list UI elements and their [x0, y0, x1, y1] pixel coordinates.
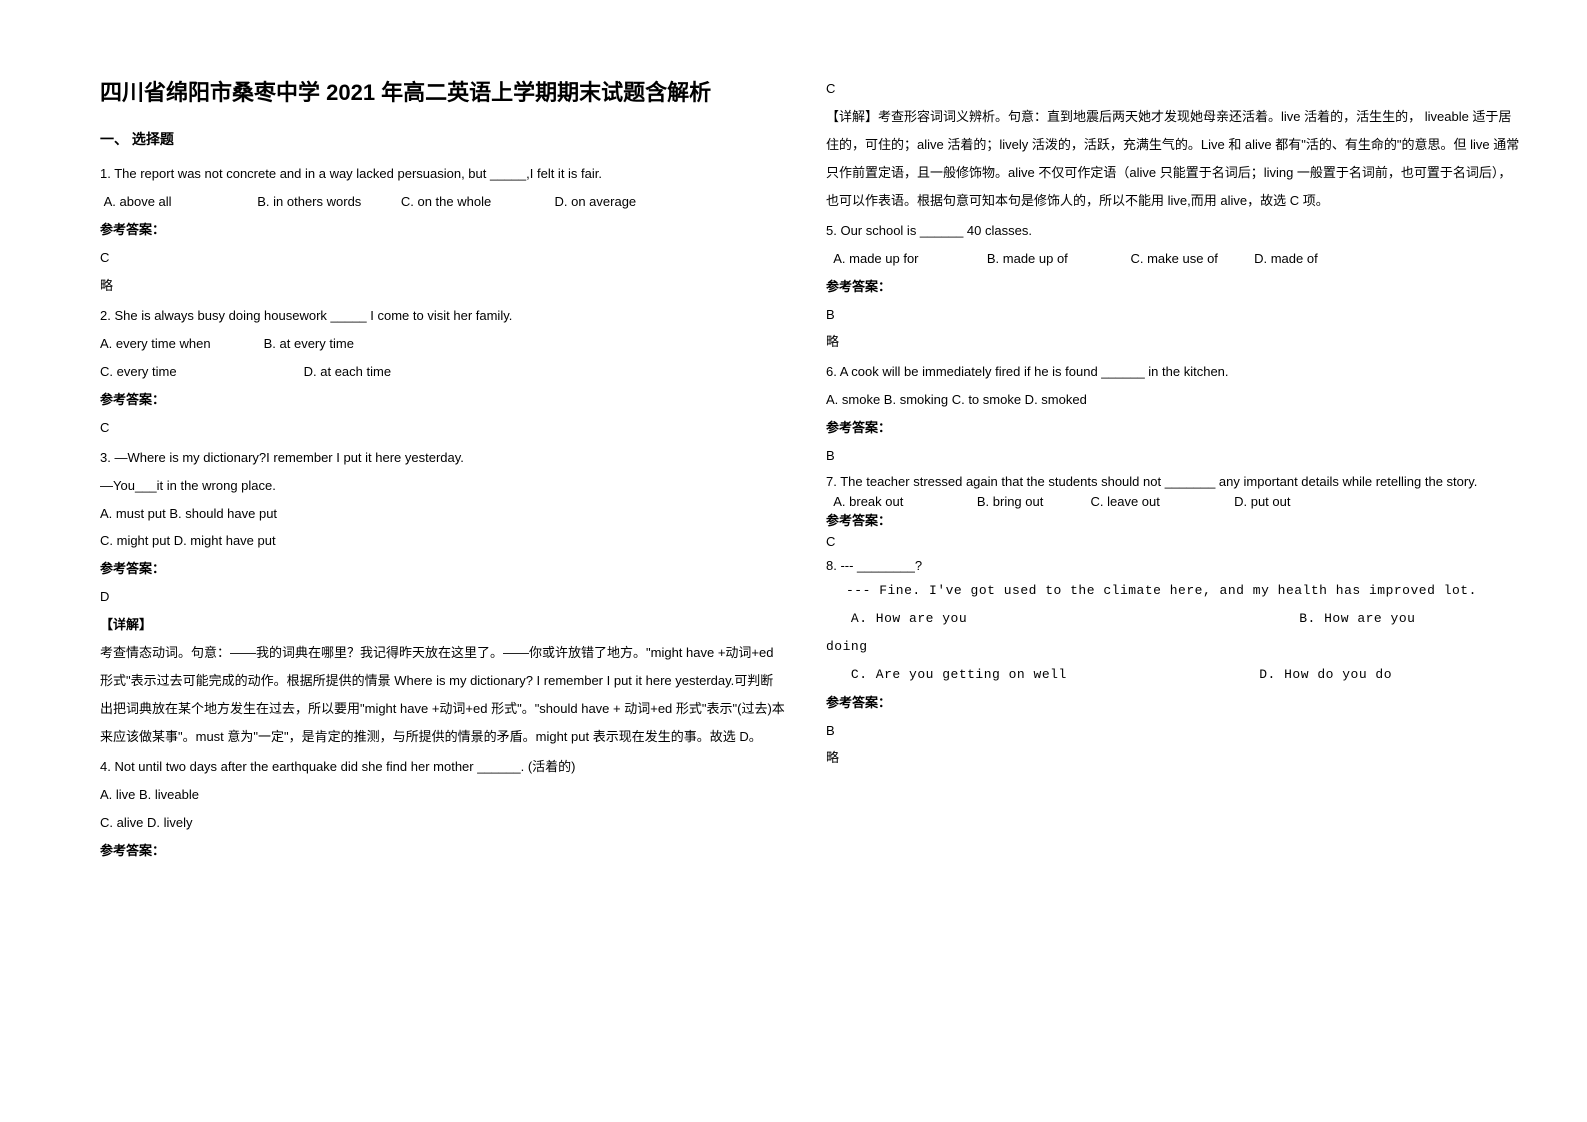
q3-stem2: —You___it in the wrong place. [100, 472, 786, 500]
q1-opt-d: D. on average [555, 188, 637, 216]
q1-answer: C [100, 244, 786, 272]
q7-stem: 7. The teacher stressed again that the s… [826, 472, 1522, 492]
q4-answer-label: 参考答案： [100, 837, 786, 865]
q1-options: A. above all B. in others words C. on th… [100, 188, 786, 216]
q8-answer-label: 参考答案： [826, 689, 1522, 717]
q3-stem1: 3. —Where is my dictionary?I remember I … [100, 444, 786, 472]
q6-stem: 6. A cook will be immediately fired if h… [826, 358, 1522, 386]
q7-answer: C [826, 531, 1522, 553]
q3-opts-cd: C. might put D. might have put [100, 527, 786, 555]
q2-opt-a: A. every time when [100, 330, 260, 358]
q1-answer-label: 参考答案： [100, 216, 786, 244]
q2-opt-c: C. every time [100, 358, 300, 386]
q6-answer-label: 参考答案： [826, 414, 1522, 442]
q8-opt-b: B. How are you [1299, 611, 1415, 626]
q8-opts-cd: C. Are you getting on well D. How do you… [826, 661, 1522, 689]
q2-opt-b: B. at every time [264, 336, 354, 351]
q5-answer-label: 参考答案： [826, 273, 1522, 301]
q5-opt-c: C. make use of [1130, 245, 1250, 273]
q8-opt-d: D. How do you do [1259, 667, 1392, 682]
q7-opt-a: A. break out [833, 492, 973, 512]
q7-opt-d: D. put out [1234, 492, 1290, 512]
q3-answer: D [100, 583, 786, 611]
q5-stem: 5. Our school is ______ 40 classes. [826, 217, 1522, 245]
right-column: C 【详解】考查形容词词义辨析。句意：直到地震后两天她才发现她母亲还活着。liv… [816, 75, 1532, 1072]
exam-title: 四川省绵阳市桑枣中学 2021 年高二英语上学期期末试题含解析 [100, 75, 786, 110]
q4-opts-ab: A. live B. liveable [100, 781, 786, 809]
q8-reply: --- Fine. I've got used to the climate h… [826, 577, 1522, 605]
q4-stem: 4. Not until two days after the earthqua… [100, 753, 786, 781]
q2-opt-d: D. at each time [304, 364, 391, 379]
q1-stem: 1. The report was not concrete and in a … [100, 160, 786, 188]
q1-note: 略 [100, 272, 786, 300]
q5-answer: B [826, 301, 1522, 329]
q2-opts-ab: A. every time when B. at every time [100, 330, 786, 358]
q1-opt-a: A. above all [104, 188, 254, 216]
q4-answer: C [826, 75, 1522, 103]
q7-options: A. break out B. bring out C. leave out D… [826, 492, 1522, 512]
q1-opt-b: B. in others words [257, 188, 397, 216]
q6-answer: B [826, 442, 1522, 470]
q3-explain: 考查情态动词。句意：——我的词典在哪里？我记得昨天放在这里了。——你或许放错了地… [100, 639, 786, 751]
q2-answer-label: 参考答案： [100, 386, 786, 414]
q5-opt-d: D. made of [1254, 245, 1318, 273]
q8-opt-a: A. How are you [851, 605, 1291, 633]
q8-note: 略 [826, 744, 1522, 772]
q8-answer: B [826, 717, 1522, 745]
q5-note: 略 [826, 328, 1522, 356]
left-column: 四川省绵阳市桑枣中学 2021 年高二英语上学期期末试题含解析 一、 选择题 1… [100, 75, 816, 1072]
q1-opt-c: C. on the whole [401, 188, 551, 216]
q5-options: A. made up for B. made up of C. make use… [826, 245, 1522, 273]
q5-opt-a: A. made up for [833, 245, 983, 273]
section-heading: 一、 选择题 [100, 124, 786, 154]
q3-answer-label: 参考答案： [100, 555, 786, 583]
q3-opts-ab: A. must put B. should have put [100, 500, 786, 528]
q8-opt-c: C. Are you getting on well [851, 661, 1251, 689]
q8-stem: 8. --- ________? [826, 555, 1522, 577]
q7-opt-c: C. leave out [1090, 492, 1230, 512]
q6-options: A. smoke B. smoking C. to smoke D. smoke… [826, 386, 1522, 414]
q8-opts-ab: A. How are you B. How are you [826, 605, 1522, 633]
q5-opt-b: B. made up of [987, 245, 1127, 273]
q4-explain: 【详解】考查形容词词义辨析。句意：直到地震后两天她才发现她母亲还活着。live … [826, 103, 1522, 215]
q2-answer: C [100, 414, 786, 442]
q3-explain-head: 【详解】 [100, 611, 786, 639]
q7-answer-label: 参考答案： [826, 511, 1522, 531]
q4-opts-cd: C. alive D. lively [100, 809, 786, 837]
q7-opt-b: B. bring out [977, 492, 1087, 512]
q8-opt-b-doing: doing [826, 633, 1522, 661]
q2-opts-cd: C. every time D. at each time [100, 358, 786, 386]
q2-stem: 2. She is always busy doing housework __… [100, 302, 786, 330]
